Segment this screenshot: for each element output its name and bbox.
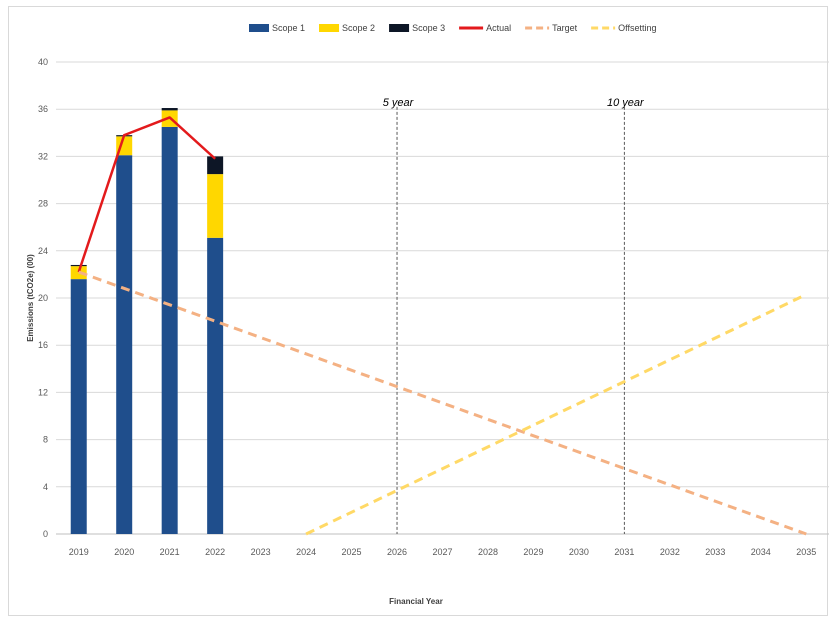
annotation-label: 10 year (607, 97, 645, 109)
legend-item-target: Target (525, 23, 578, 33)
bar-scope-3 (161, 108, 178, 111)
x-tick-label: 2021 (160, 547, 180, 557)
x-tick-label: 2032 (660, 547, 680, 557)
x-tick-label: 2035 (796, 547, 816, 557)
legend-item-scope-1: Scope 1 (249, 23, 305, 33)
y-tick-label: 20 (38, 293, 48, 303)
legend-swatch (249, 24, 269, 32)
bar-scope-1 (161, 126, 178, 535)
legend-label: Actual (486, 23, 511, 33)
legend-label: Scope 3 (412, 23, 445, 33)
y-tick-label: 8 (43, 435, 48, 445)
gridlines (56, 61, 829, 535)
legend-item-actual: Actual (459, 23, 511, 33)
x-tick-label: 2024 (296, 547, 316, 557)
bar-scope-1 (116, 155, 133, 534)
bar-scope-1 (207, 237, 224, 534)
bar-scope-2 (207, 174, 224, 238)
x-tick-label: 2031 (614, 547, 634, 557)
legend-item-scope-2: Scope 2 (319, 23, 375, 33)
legend-item-scope-3: Scope 3 (389, 23, 445, 33)
bar-scope-3 (207, 156, 224, 175)
line-actual (77, 116, 216, 273)
legend-label: Scope 1 (272, 23, 305, 33)
annotation-label: 5 year (383, 97, 415, 109)
y-tick-label: 32 (38, 151, 48, 161)
x-axis-title: Financial Year (389, 597, 443, 606)
annotations: 5 year 10 year (383, 97, 645, 534)
y-tick-label: 24 (38, 246, 48, 256)
y-tick-label: 12 (38, 387, 48, 397)
y-axis-ticks: 0 4 8 12 16 20 24 28 32 36 40 (38, 57, 48, 539)
x-tick-label: 2028 (478, 547, 498, 557)
lines (77, 116, 807, 536)
y-axis-title: Emissions (tCO2e) (00) (26, 254, 35, 342)
y-tick-label: 40 (38, 57, 48, 67)
y-tick-label: 36 (38, 104, 48, 114)
y-tick-label: 28 (38, 199, 48, 209)
x-tick-label: 2026 (387, 547, 407, 557)
legend-item-offsetting: Offsetting (591, 23, 656, 33)
bar-scope-1 (70, 279, 87, 534)
chart-frame: 0 4 8 12 16 20 24 28 32 36 40 2019 2020 2021 2022 2023… (8, 6, 829, 616)
bars (70, 108, 224, 535)
legend-label: Target (552, 23, 578, 33)
line-offsetting (305, 293, 807, 536)
x-tick-label: 2027 (432, 547, 452, 557)
y-tick-label: 0 (43, 529, 48, 539)
x-tick-label: 2025 (342, 547, 362, 557)
x-tick-label: 2030 (569, 547, 589, 557)
legend: Scope 1 Scope 2 Scope 3 Actual Target Offsett… (249, 23, 656, 33)
x-tick-label: 2034 (751, 547, 771, 557)
y-tick-label: 16 (38, 340, 48, 350)
y-tick-label: 4 (43, 482, 48, 492)
x-tick-label: 2029 (523, 547, 543, 557)
legend-label: Scope 2 (342, 23, 375, 33)
bar-scope-3 (70, 264, 87, 267)
x-tick-label: 2033 (705, 547, 725, 557)
x-axis-ticks: 2019 2020 2021 2022 2023 2024 2025 2026 2027 2028… (69, 547, 817, 557)
x-tick-label: 2019 (69, 547, 89, 557)
legend-swatch (389, 24, 410, 32)
x-tick-label: 2023 (251, 547, 271, 557)
x-tick-label: 2020 (114, 547, 134, 557)
legend-label: Offsetting (618, 23, 656, 33)
x-tick-label: 2022 (205, 547, 225, 557)
line-target (78, 270, 807, 536)
legend-swatch (319, 24, 340, 32)
